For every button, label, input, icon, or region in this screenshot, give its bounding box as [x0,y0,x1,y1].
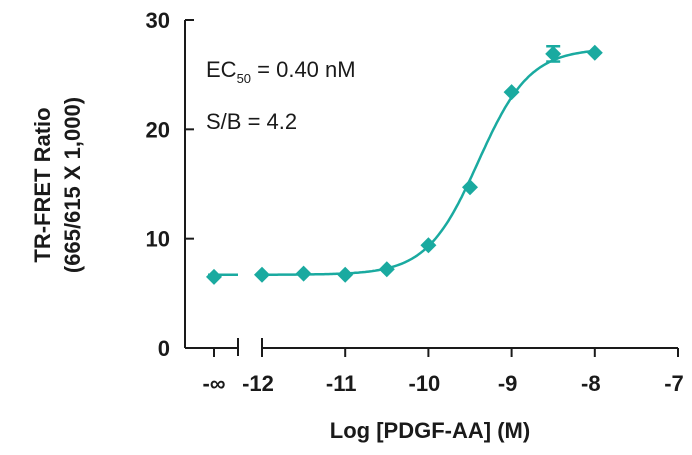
data-point [254,266,270,283]
y-tick-label: 20 [146,117,170,142]
x-tick-label: -12 [242,371,274,396]
data-point [378,261,395,278]
x-tick-label: -9 [498,371,518,396]
data-point [420,237,437,254]
data-point [503,84,520,101]
data-point-inf [206,268,222,285]
data-point [295,265,312,282]
ec50-subscript: 50 [237,71,251,86]
y-tick-label: 0 [158,336,170,361]
data-point [462,179,478,196]
y-tick-label: 10 [146,227,170,252]
y-axis-title-line1: TR-FRET Ratio [30,107,55,262]
x-tick-label: -10 [409,371,441,396]
ec50-prefix: EC [206,57,237,82]
y-ticks: 0 10 20 30 [146,8,194,361]
y-axis-title-group: TR-FRET Ratio (665/615 X 1,000) [30,97,85,273]
x-ticks: -∞ -12 -11 -10 -9 -8 -7 [202,348,684,396]
x-tick-label: -11 [326,371,357,396]
y-axis-title-line2: (665/615 X 1,000) [60,97,85,273]
fit-curve-group [208,49,595,276]
data-point [545,45,562,62]
x-axis-title: Log [PDGF-AA] (M) [330,418,530,443]
data-points [206,44,603,285]
x-tick-label-inf: -∞ [202,371,225,396]
data-point [586,44,603,61]
x-tick-label: -8 [581,371,601,396]
ec50-annotation: EC50 = 0.40 nM [206,57,356,86]
data-point [337,266,354,283]
y-tick-label: 30 [146,8,170,33]
ec50-value: = 0.40 nM [251,57,356,82]
x-tick-label: -7 [664,371,684,396]
sb-annotation: S/B = 4.2 [206,109,297,134]
